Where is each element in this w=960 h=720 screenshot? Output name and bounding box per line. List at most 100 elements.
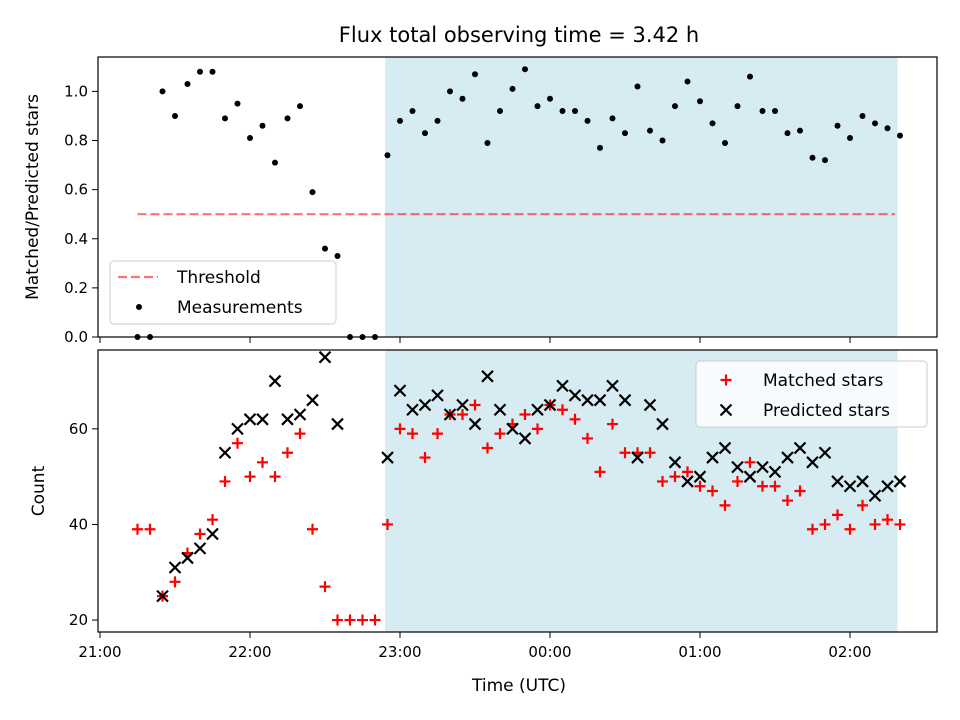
measurement-point bbox=[622, 130, 628, 137]
predicted-star-point bbox=[168, 561, 182, 574]
measurement-point bbox=[859, 112, 866, 119]
predicted-star-point bbox=[293, 408, 307, 421]
measurement-point bbox=[284, 115, 291, 122]
measurement-point bbox=[247, 135, 253, 142]
predicted-star-point bbox=[193, 542, 207, 555]
measurement-point bbox=[772, 108, 778, 115]
predicted-star-point bbox=[856, 475, 869, 488]
matched-star-point bbox=[757, 480, 768, 492]
predicted-star-point bbox=[631, 451, 644, 464]
matched-star-point bbox=[532, 423, 543, 435]
x-axis-label: Time (UTC) bbox=[471, 676, 566, 696]
measurement-point bbox=[259, 122, 266, 129]
predicted-star-point bbox=[306, 393, 319, 407]
matched-star-point bbox=[619, 447, 631, 459]
predicted-star-point bbox=[831, 475, 844, 488]
predicted-star-point bbox=[581, 393, 594, 407]
measurement-point bbox=[609, 115, 616, 122]
x-tick-label: 02:00 bbox=[828, 643, 871, 661]
predicted-star-point bbox=[643, 398, 657, 412]
matched-star-point bbox=[669, 471, 681, 483]
matched-star-point bbox=[357, 614, 368, 626]
predicted-star-point bbox=[518, 432, 532, 445]
matched-star-point bbox=[644, 447, 656, 459]
measurement-point bbox=[584, 117, 591, 124]
matched-star-point bbox=[219, 475, 231, 487]
matched-star-point bbox=[144, 523, 156, 535]
measurement-point bbox=[397, 117, 403, 124]
matched-star-point bbox=[794, 485, 806, 497]
measurement-point bbox=[784, 130, 791, 137]
measurement-point bbox=[634, 83, 641, 90]
matched-star-point bbox=[332, 614, 343, 626]
predicted-star-point bbox=[543, 398, 557, 412]
matched-star-point bbox=[307, 523, 318, 535]
predicted-star-point bbox=[818, 446, 832, 460]
measurement-point bbox=[559, 108, 566, 115]
measurement-point bbox=[172, 112, 178, 119]
predicted-star-point bbox=[493, 403, 507, 417]
predicted-star-point bbox=[693, 470, 707, 483]
measurement-point bbox=[734, 103, 741, 110]
measurement-point bbox=[684, 78, 691, 85]
matched-star-point bbox=[244, 471, 256, 483]
matched-star-point bbox=[707, 485, 718, 497]
measurement-point bbox=[809, 154, 816, 161]
measurement-point bbox=[272, 159, 278, 166]
measurement-point bbox=[197, 68, 203, 75]
matched-star-point bbox=[482, 442, 493, 454]
predicted-star-point bbox=[681, 475, 694, 488]
measurement-point bbox=[372, 334, 378, 340]
predicted-star-point bbox=[743, 470, 757, 483]
x-tick-label: 22:00 bbox=[228, 643, 271, 661]
predicted-star-point bbox=[618, 393, 632, 407]
matched-star-point bbox=[732, 475, 743, 487]
predicted-star-point bbox=[393, 384, 407, 397]
measurement-point bbox=[509, 85, 516, 92]
plot-frame bbox=[97, 56, 938, 338]
matched-star-point bbox=[682, 466, 693, 478]
x-tick-label: 23:00 bbox=[378, 643, 421, 661]
predicted-star-point bbox=[406, 403, 419, 417]
predicted-star-point bbox=[243, 413, 257, 426]
matched-star-point bbox=[432, 428, 443, 440]
measurement-point bbox=[359, 334, 366, 340]
matched-star-point bbox=[657, 475, 668, 487]
measurement-point bbox=[572, 108, 578, 115]
matched-star-point bbox=[894, 518, 906, 530]
predicted-star-point bbox=[593, 393, 607, 407]
predicted-star-point bbox=[718, 441, 732, 455]
y-tick-label: 1.0 bbox=[64, 82, 88, 100]
measurement-point bbox=[522, 66, 528, 73]
chart-title: Flux total observing time = 3.42 h bbox=[339, 23, 699, 47]
matched-star-point bbox=[282, 447, 293, 459]
legend-box bbox=[109, 260, 337, 325]
measurement-point bbox=[697, 98, 703, 105]
predicted-star-point bbox=[331, 417, 344, 431]
predicted-star-point bbox=[468, 417, 482, 431]
matched-star-point bbox=[807, 523, 818, 535]
predicted-star-point bbox=[793, 441, 807, 455]
measurement-point bbox=[209, 68, 216, 75]
plot-frame bbox=[97, 349, 938, 633]
matched-star-point bbox=[819, 518, 831, 530]
y-axis-label: Matched/Predicted stars bbox=[23, 94, 43, 300]
x-tick-label: 01:00 bbox=[678, 643, 721, 661]
measurement-point bbox=[347, 334, 353, 340]
predicted-star-point bbox=[843, 479, 857, 493]
predicted-star-point bbox=[431, 389, 444, 402]
matched-star-point bbox=[869, 518, 881, 530]
matched-star-point bbox=[882, 514, 893, 526]
matched-star-point bbox=[232, 437, 243, 449]
matched-star-point bbox=[857, 499, 868, 511]
matched-star-point bbox=[132, 523, 143, 535]
predicted-star-point bbox=[281, 413, 294, 426]
measurement-point bbox=[422, 130, 428, 137]
measurement-point bbox=[147, 334, 153, 340]
matched-star-point bbox=[394, 423, 406, 435]
predicted-star-point bbox=[231, 422, 244, 436]
matched-star-point bbox=[344, 614, 356, 626]
matched-star-point bbox=[269, 471, 281, 483]
predicted-star-point bbox=[418, 398, 432, 412]
matched-star-point bbox=[832, 509, 843, 521]
